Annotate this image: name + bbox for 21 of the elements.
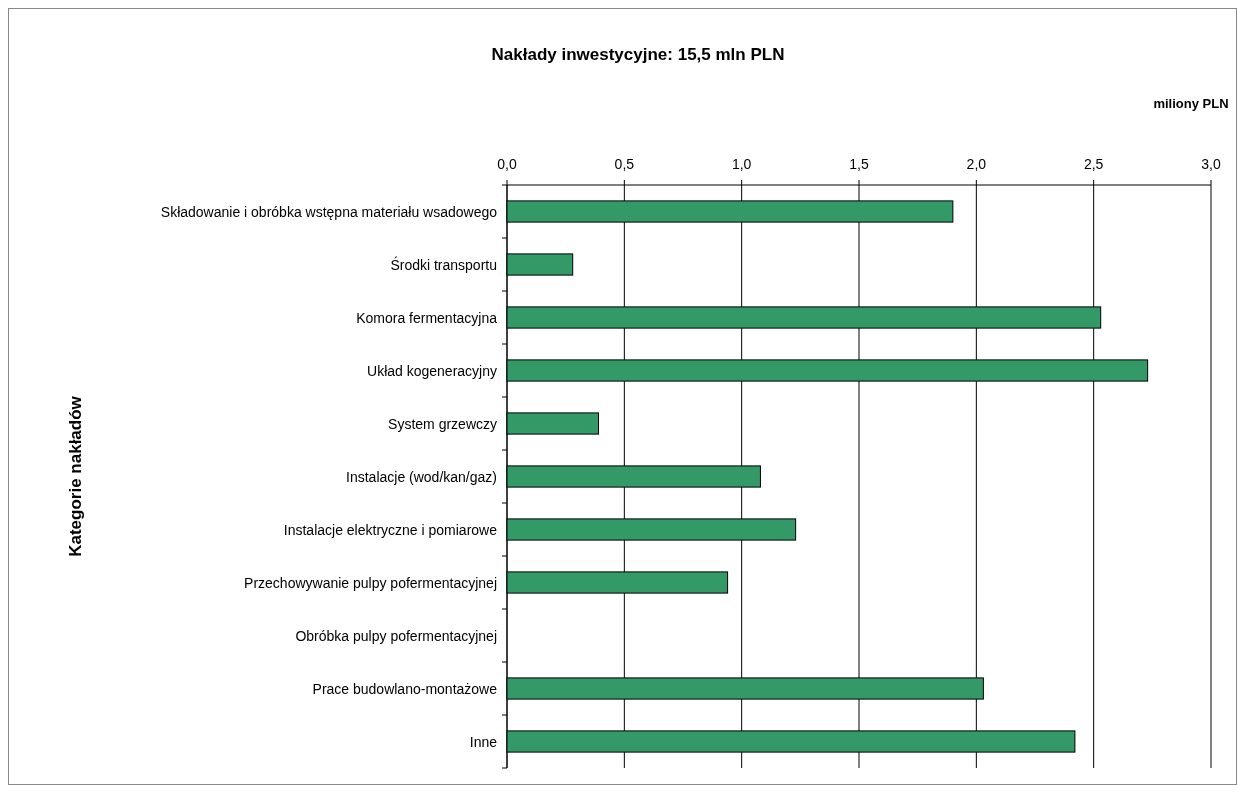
y-tick-label: Obróbka pulpy pofermentacyjnej xyxy=(295,627,497,644)
y-tick-label: Inne xyxy=(469,733,498,750)
y-tick-label: Układ kogeneracyjny xyxy=(367,362,497,379)
y-tick-label: Prace budowlano-montażowe xyxy=(312,680,498,697)
y-tick-label: Środki transportu xyxy=(390,255,497,273)
x-tick-label: 2,5 xyxy=(1083,156,1104,172)
x-tick-label: 2,0 xyxy=(966,156,987,172)
y-tick-label: Instalacje elektryczne i pomiarowe xyxy=(283,521,498,538)
y-tick-label: Przechowywanie pulpy pofermentacyjnej xyxy=(244,574,497,591)
y-tick-label: Składowanie i obróbka wstępna materiału wsadowego xyxy=(160,203,498,220)
y-tick-label: Komora fermentacyjna xyxy=(356,309,498,326)
x-tick-label: 3,0 xyxy=(1201,156,1221,172)
x-tick-label: 0,5 xyxy=(614,156,635,172)
y-axis-title: Kategorie nakładów xyxy=(66,395,85,557)
x-tick-label: 1,5 xyxy=(849,156,869,172)
y-tick-label: System grzewczy xyxy=(388,415,497,432)
x-tick-label: 1,0 xyxy=(731,156,752,172)
chart-title: Nakłady inwestycyjne: 15,5 mln PLN xyxy=(491,45,785,64)
x-axis-title: miliony PLN xyxy=(1153,96,1229,111)
x-tick-label: 0,0 xyxy=(497,156,517,172)
y-tick-label: Instalacje (wod/kan/gaz) xyxy=(346,468,497,485)
